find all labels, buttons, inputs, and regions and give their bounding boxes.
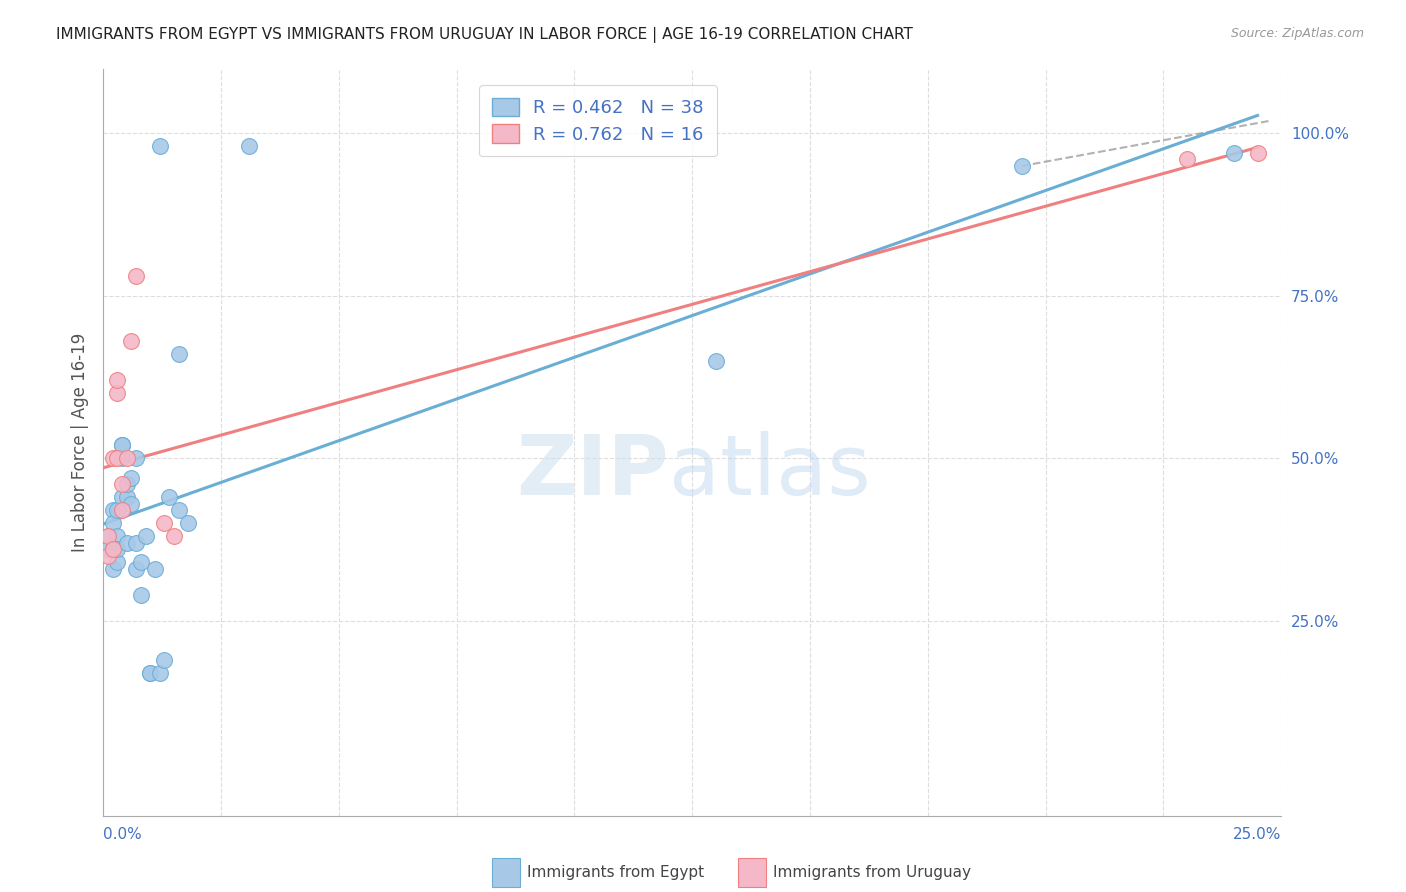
Point	[120, 334, 142, 349]
Point	[149, 665, 172, 680]
Point	[97, 529, 120, 543]
Point	[101, 503, 124, 517]
Point	[111, 438, 134, 452]
Point	[97, 529, 120, 543]
Point	[115, 490, 138, 504]
Point	[101, 542, 124, 557]
Point	[177, 516, 200, 531]
Point	[105, 503, 128, 517]
Point	[129, 588, 152, 602]
Point	[704, 354, 727, 368]
Point	[105, 555, 128, 569]
Point	[111, 490, 134, 504]
Point	[101, 516, 124, 531]
Point	[125, 562, 148, 576]
Text: Immigrants from Egypt: Immigrants from Egypt	[527, 865, 704, 880]
Point	[97, 542, 120, 557]
Text: Immigrants from Uruguay: Immigrants from Uruguay	[773, 865, 972, 880]
Point	[149, 139, 172, 153]
Point	[101, 562, 124, 576]
Point	[167, 347, 190, 361]
Point	[105, 386, 128, 401]
Point	[139, 665, 162, 680]
Point	[115, 477, 138, 491]
Y-axis label: In Labor Force | Age 16-19: In Labor Force | Age 16-19	[72, 333, 89, 551]
Point	[105, 451, 128, 466]
Point	[1223, 145, 1246, 160]
Point	[238, 139, 260, 153]
Text: 25.0%: 25.0%	[1233, 827, 1281, 842]
Point	[97, 549, 120, 563]
Point	[125, 535, 148, 549]
Point	[139, 665, 162, 680]
Point	[111, 503, 134, 517]
Point	[157, 490, 180, 504]
Point	[101, 542, 124, 557]
Point	[105, 373, 128, 387]
Point	[120, 497, 142, 511]
Point	[153, 653, 176, 667]
Point	[153, 516, 176, 531]
Legend: R = 0.462   N = 38, R = 0.762   N = 16: R = 0.462 N = 38, R = 0.762 N = 16	[479, 85, 717, 156]
Point	[105, 529, 128, 543]
Point	[163, 529, 186, 543]
Point	[105, 542, 128, 557]
Point	[115, 535, 138, 549]
Text: ZIP: ZIP	[516, 432, 669, 512]
Text: Source: ZipAtlas.com: Source: ZipAtlas.com	[1230, 27, 1364, 40]
Point	[135, 529, 157, 543]
Point	[1175, 153, 1198, 167]
Point	[115, 451, 138, 466]
Text: atlas: atlas	[669, 432, 870, 512]
Point	[1246, 145, 1268, 160]
Text: IMMIGRANTS FROM EGYPT VS IMMIGRANTS FROM URUGUAY IN LABOR FORCE | AGE 16-19 CORR: IMMIGRANTS FROM EGYPT VS IMMIGRANTS FROM…	[56, 27, 912, 43]
Point	[143, 562, 166, 576]
Point	[129, 555, 152, 569]
Point	[120, 471, 142, 485]
Point	[167, 503, 190, 517]
Text: 0.0%: 0.0%	[103, 827, 142, 842]
Point	[125, 451, 148, 466]
Point	[111, 438, 134, 452]
Point	[111, 438, 134, 452]
Point	[111, 477, 134, 491]
Point	[111, 451, 134, 466]
Point	[101, 451, 124, 466]
Point	[1011, 159, 1033, 173]
Point	[125, 269, 148, 284]
